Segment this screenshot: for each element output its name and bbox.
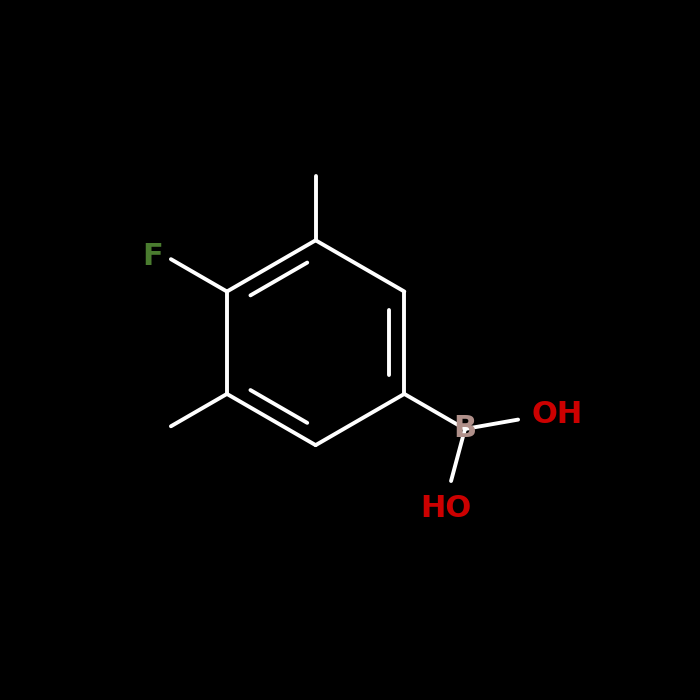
Text: F: F (142, 242, 163, 271)
Text: B: B (454, 414, 477, 444)
Text: HO: HO (420, 494, 471, 524)
Text: OH: OH (531, 400, 583, 428)
